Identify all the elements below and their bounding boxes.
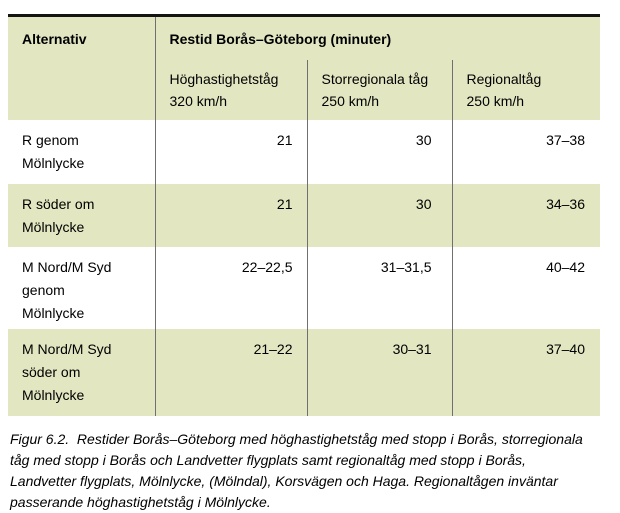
value-cell: 22–22,5 [155,246,307,329]
value-cell: 30 [306,183,452,247]
table-row-r-genom: R genom Mölnlycke 21 30 37–38 [8,119,601,184]
value-cell: 37–38 [451,119,601,184]
value-cell: 21 [155,183,307,247]
value-cell: 30 [306,119,452,184]
header-alternativ: Alternativ [8,15,156,120]
value-cell: 34–36 [451,183,601,247]
travel-time-table: Alternativ Restid Borås–Göteborg (minute… [8,14,601,416]
value-cell: 21 [155,119,307,184]
row-label: M Nord/M Syd genom Mölnlycke [8,246,156,329]
value-cell: 21–22 [155,328,307,416]
value-cell: 37–40 [451,328,601,416]
row-label: R genom Mölnlycke [8,119,156,184]
table-row-m-genom: M Nord/M Syd genom Mölnlycke 22–22,5 31–… [8,246,601,329]
table-row-r-soder: R söder om Mölnlycke 21 30 34–36 [8,183,601,247]
row-label: R söder om Mölnlycke [8,183,156,247]
value-cell: 31–31,5 [306,246,452,329]
subheader-regionaltag: Regionaltåg 250 km/h [451,59,601,120]
table-row-m-soder: M Nord/M Syd söder om Mölnlycke 21–22 30… [8,328,601,416]
header-restid-group: Restid Borås–Göteborg (minuter) [155,15,601,60]
value-cell: 30–31 [306,328,452,416]
row-label: M Nord/M Syd söder om Mölnlycke [8,328,156,416]
figure-caption: Figur 6.2. Restider Borås–Göteborg med h… [10,430,583,510]
subheader-storregionala: Storregionala tåg 250 km/h [306,59,452,120]
subheader-hoghastighetstag: Höghastighetståg 320 km/h [155,59,307,120]
value-cell: 40–42 [451,246,601,329]
